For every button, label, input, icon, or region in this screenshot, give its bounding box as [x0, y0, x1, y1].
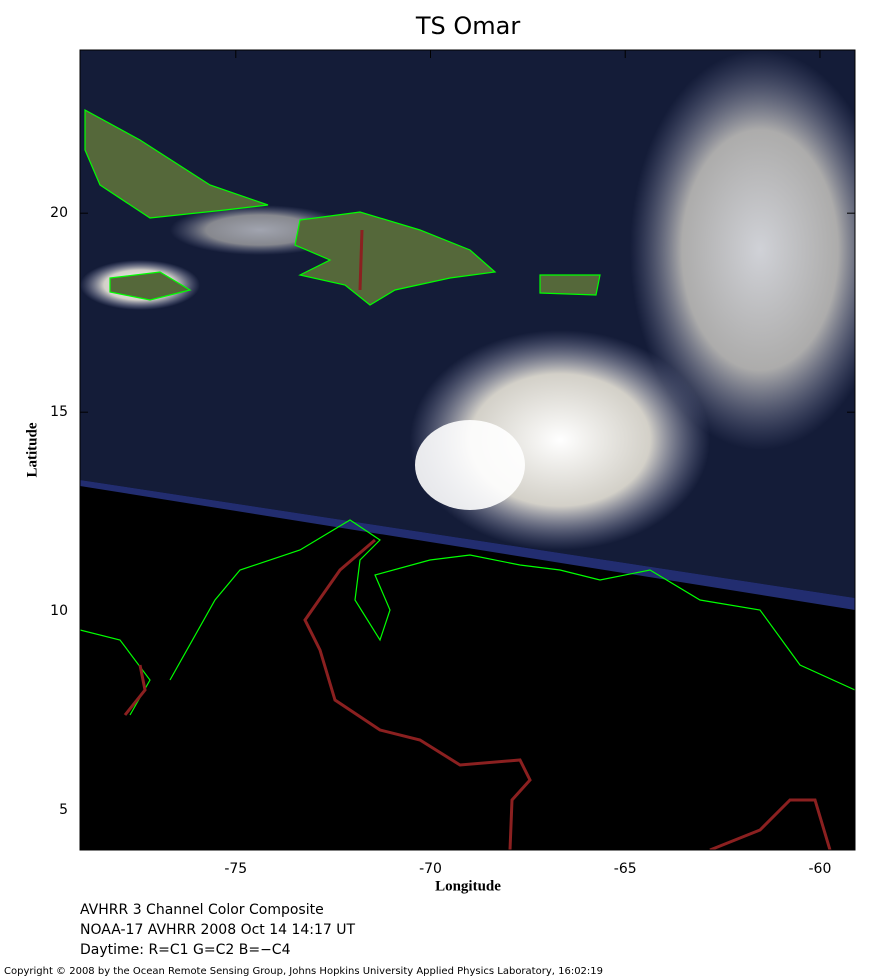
- swath-edge: [80, 480, 855, 610]
- x-tick-label: -70: [419, 861, 442, 877]
- cloud: [630, 50, 855, 450]
- y-tick-label: 5: [59, 802, 68, 818]
- caption-line: Daytime: R=C1 G=C2 B=−C4: [80, 942, 291, 958]
- x-tick-label: -75: [224, 861, 247, 877]
- caption-line: NOAA-17 AVHRR 2008 Oct 14 14:17 UT: [80, 922, 356, 938]
- coastlines: [84, 108, 601, 306]
- x-tick-label: -60: [809, 861, 832, 877]
- y-tick-label: 10: [50, 603, 68, 619]
- storm-core: [415, 420, 525, 510]
- satellite-image: [80, 50, 855, 850]
- y-axis-label: Latitude: [24, 422, 40, 477]
- borders: [123, 229, 832, 850]
- y-tick-label: 15: [50, 404, 68, 420]
- caption-line: AVHRR 3 Channel Color Composite: [80, 902, 324, 918]
- x-tick-label: -65: [614, 861, 637, 877]
- x-axis-label: Longitude: [435, 878, 501, 894]
- plot-frame: [79, 49, 856, 851]
- map-title: TS Omar: [415, 12, 521, 40]
- copyright: Copyright © 2008 by the Ocean Remote Sen…: [4, 966, 603, 977]
- y-tick-label: 20: [50, 205, 68, 221]
